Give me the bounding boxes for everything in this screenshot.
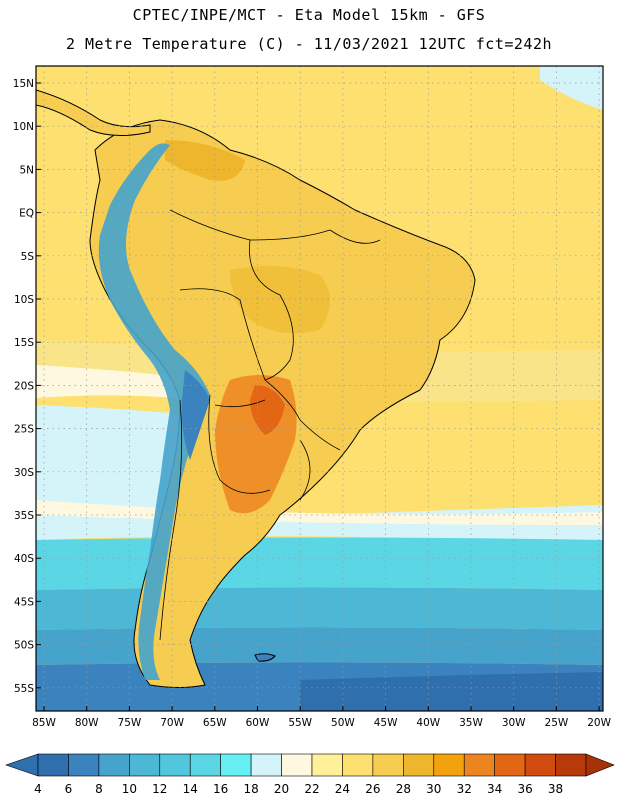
colorbar-label: 12 <box>152 782 167 796</box>
colorbar-label: 36 <box>517 782 532 796</box>
colorbar-arrow-high <box>585 753 615 777</box>
lon-label: 75W <box>118 717 142 729</box>
colorbar-swatch <box>372 753 404 777</box>
colorbar-arrow-low <box>5 753 39 777</box>
colorbar-swatch <box>342 753 374 777</box>
lat-label: 5N <box>19 164 34 176</box>
colorbar-swatch <box>68 753 100 777</box>
grid-lines <box>36 66 603 711</box>
lon-label: 50W <box>331 717 355 729</box>
lat-label: 10N <box>13 121 34 133</box>
chart-title-line-2: 2 Metre Temperature (C) - 11/03/2021 12U… <box>65 35 553 53</box>
colorbar-swatch <box>159 753 191 777</box>
colorbar-label: 24 <box>335 782 350 796</box>
lon-label: 25W <box>545 717 569 729</box>
colorbar-label: 38 <box>548 782 563 796</box>
ocean-band-6 <box>300 672 603 711</box>
caribbean-cool-patch <box>540 66 603 110</box>
lat-label: 35S <box>14 510 34 522</box>
colorbar-label: 8 <box>95 782 103 796</box>
lat-label: EQ <box>19 208 34 220</box>
lon-label: 85W <box>32 717 56 729</box>
lon-label: 70W <box>160 717 184 729</box>
lat-label: 10S <box>14 294 34 306</box>
colorbar-swatch <box>250 753 282 777</box>
lat-label: 15S <box>14 337 34 349</box>
colorbar-swatch <box>555 753 587 777</box>
amazon-warm-region <box>230 266 330 334</box>
lat-label: 15N <box>13 78 34 90</box>
lat-label: 40S <box>14 553 34 565</box>
latitude-labels: 15N 10N 5N EQ 5S 10S 15S 20S 25S 30S 35S 40S 45S 50S 5… <box>13 78 35 695</box>
colorbar-swatch <box>494 753 526 777</box>
andes-cold-ridge <box>98 143 210 681</box>
ocean-band-22 <box>36 365 200 400</box>
ocean-band-10 <box>36 627 603 665</box>
venezuela-warm-region <box>165 140 245 181</box>
hottest-region <box>250 385 285 435</box>
ocean-band-14 <box>36 537 603 590</box>
colorbar-swatch <box>433 753 465 777</box>
lon-label: 80W <box>75 717 99 729</box>
colorbar-label: 18 <box>243 782 258 796</box>
colorbar-swatch <box>524 753 556 777</box>
colorbar-swatch <box>37 753 69 777</box>
lat-label: 5S <box>21 251 35 263</box>
colorbar-swatch <box>463 753 495 777</box>
longitude-labels: 85W 80W 75W 70W 65W 60W 55W 50W 45W 40W 35W 30W 25W 2… <box>32 717 611 729</box>
andes-coldest-region <box>181 370 210 460</box>
colorbar-label: 14 <box>183 782 198 796</box>
colorbar-swatch <box>403 753 435 777</box>
lon-label: 60W <box>246 717 270 729</box>
colorbar-swatch <box>98 753 130 777</box>
lat-label: 50S <box>14 640 34 652</box>
colorbar-label: 22 <box>304 782 319 796</box>
ocean-band-12 <box>36 587 603 630</box>
colorbar-label: 28 <box>396 782 411 796</box>
falkland-islands <box>254 653 276 662</box>
lon-label: 35W <box>459 717 483 729</box>
lat-label: 45S <box>14 596 34 608</box>
lat-label: 30S <box>14 467 34 479</box>
lat-label: 25S <box>14 424 34 436</box>
colorbar-label: 16 <box>213 782 228 796</box>
colorbar-label: 26 <box>365 782 380 796</box>
colorbar-swatch <box>189 753 221 777</box>
colorbar-swatch <box>129 753 161 777</box>
colorbar-label: 6 <box>65 782 73 796</box>
lon-label: 20W <box>587 717 611 729</box>
axis-ticks <box>36 82 600 711</box>
colorbar: 4 6 8 10 12 14 16 18 20 22 24 26 28 30 32 34 36 38 <box>5 753 615 796</box>
lon-label: 65W <box>203 717 227 729</box>
colorbar-label: 30 <box>426 782 441 796</box>
colorbar-label: 20 <box>274 782 289 796</box>
lon-label: 40W <box>416 717 440 729</box>
lon-label: 45W <box>374 717 398 729</box>
map-frame <box>35 65 604 712</box>
colorbar-swatch <box>281 753 313 777</box>
lon-label: 55W <box>288 717 312 729</box>
chart-title-line-1: CPTEC/INPE/MCT - Eta Model 15km - GFS <box>132 6 486 24</box>
colorbar-swatch <box>311 753 343 777</box>
colorbar-label: 10 <box>122 782 137 796</box>
lat-label: 55S <box>14 683 34 695</box>
colorbar-label: 32 <box>457 782 472 796</box>
colorbar-label: 34 <box>487 782 502 796</box>
lon-label: 30W <box>502 717 526 729</box>
lat-label: 20S <box>14 380 34 392</box>
central-america-land <box>36 89 151 136</box>
colorbar-swatch <box>220 753 252 777</box>
colorbar-label: 4 <box>34 782 42 796</box>
